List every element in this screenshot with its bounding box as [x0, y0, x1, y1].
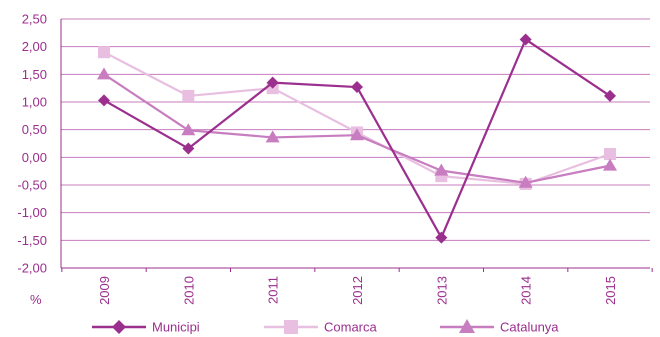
y-tick-label: 2,00 — [22, 39, 47, 54]
data-point — [604, 148, 616, 161]
legend-marker — [284, 320, 298, 334]
y-tick-label: -1,50 — [17, 233, 47, 248]
data-point — [97, 67, 111, 80]
axes — [60, 19, 653, 272]
y-tick-label: 1,00 — [22, 95, 47, 110]
data-point — [181, 123, 196, 136]
legend-marker — [112, 320, 126, 334]
data-point — [603, 158, 617, 171]
y-tick-label: -2,00 — [17, 261, 47, 276]
data-point — [98, 94, 110, 107]
grid-lines — [61, 18, 650, 269]
x-tick-label: 2015 — [603, 276, 618, 305]
x-tick-label: 2014 — [519, 276, 534, 305]
data-point — [265, 130, 280, 143]
data-point — [604, 89, 616, 102]
x-tick-labels: 2009 2010 2011 2012 2013 2014 2015 — [97, 276, 618, 305]
series-catalunya — [97, 67, 617, 188]
y-tick-label: -1,00 — [17, 205, 47, 220]
data-point — [182, 142, 195, 155]
series-lines — [97, 33, 617, 244]
data-point — [519, 33, 532, 46]
legend-marker — [459, 319, 475, 333]
x-tick-label: 2013 — [434, 276, 449, 305]
y-tick-label: 2,50 — [22, 12, 47, 27]
data-point — [351, 81, 363, 94]
legend: Municipi Comarca Catalunya — [92, 319, 559, 335]
x-tick-label: 2012 — [350, 276, 365, 305]
y-tick-label: -0,50 — [17, 178, 47, 193]
y-tick-label: 1,50 — [22, 67, 47, 82]
y-unit-label: % — [30, 292, 42, 307]
x-tick-label: 2009 — [97, 276, 112, 305]
y-tick-label: 0,00 — [22, 150, 47, 165]
series-comarca — [98, 46, 616, 190]
legend-label: Municipi — [152, 320, 200, 335]
data-point — [518, 175, 533, 188]
legend-item: Comarca — [264, 320, 378, 335]
series-line — [103, 51, 611, 185]
legend-label: Catalunya — [500, 320, 559, 335]
data-point — [435, 231, 448, 244]
data-point — [182, 89, 195, 102]
data-point — [350, 128, 364, 141]
y-tick-label: 0,50 — [22, 122, 47, 137]
series-municipi — [98, 33, 616, 244]
x-tick-label: 2010 — [181, 276, 196, 305]
data-point — [266, 76, 279, 89]
legend-item: Catalunya — [440, 319, 559, 335]
x-tick-label: 2011 — [266, 276, 281, 304]
y-tick-labels: 2,50 2,00 1,50 1,00 0,50 0,00 -0,50 -1,00 -1,50 -… — [17, 12, 47, 276]
data-point — [434, 163, 449, 176]
legend-item: Municipi — [92, 320, 200, 335]
data-point — [98, 46, 110, 59]
legend-label: Comarca — [324, 320, 378, 335]
